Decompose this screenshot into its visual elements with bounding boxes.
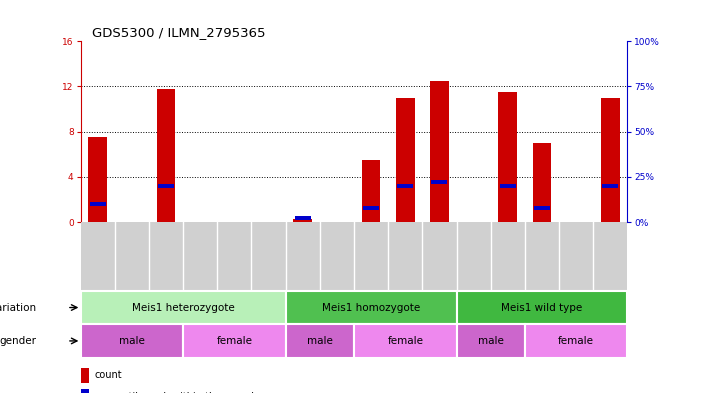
Bar — [362, 160, 381, 222]
Text: gender: gender — [0, 336, 36, 346]
Bar — [286, 291, 456, 324]
Bar — [90, 202, 106, 206]
Bar — [396, 98, 415, 222]
Bar — [500, 184, 516, 188]
Bar — [601, 98, 620, 222]
Bar — [456, 291, 627, 324]
Bar — [525, 324, 627, 358]
Bar — [294, 217, 311, 220]
Bar — [602, 184, 618, 188]
Bar — [431, 180, 447, 184]
Text: male: male — [119, 336, 145, 346]
Bar — [293, 219, 312, 222]
Bar — [286, 324, 354, 358]
Bar — [81, 368, 89, 383]
Bar — [88, 137, 107, 222]
Bar — [498, 92, 517, 222]
Text: GDS5300 / ILMN_2795365: GDS5300 / ILMN_2795365 — [92, 26, 265, 39]
Bar — [158, 184, 174, 188]
Bar — [534, 206, 550, 209]
Text: male: male — [478, 336, 503, 346]
Text: Meis1 wild type: Meis1 wild type — [501, 303, 583, 312]
Bar — [183, 324, 286, 358]
Bar — [156, 89, 175, 222]
Text: male: male — [307, 336, 333, 346]
Text: female: female — [558, 336, 594, 346]
Bar — [363, 206, 379, 209]
Text: Meis1 homozygote: Meis1 homozygote — [322, 303, 420, 312]
Text: percentile rank within the sample: percentile rank within the sample — [95, 392, 259, 393]
Text: female: female — [217, 336, 252, 346]
Text: genotype/variation: genotype/variation — [0, 303, 36, 312]
Text: count: count — [95, 371, 122, 380]
Bar — [533, 143, 552, 222]
Text: female: female — [387, 336, 423, 346]
Text: Meis1 heterozygote: Meis1 heterozygote — [132, 303, 235, 312]
Bar — [81, 389, 89, 393]
Bar — [354, 324, 456, 358]
Bar — [81, 324, 183, 358]
Bar — [397, 184, 414, 188]
Bar — [81, 291, 286, 324]
Bar — [430, 81, 449, 222]
Bar — [456, 324, 525, 358]
